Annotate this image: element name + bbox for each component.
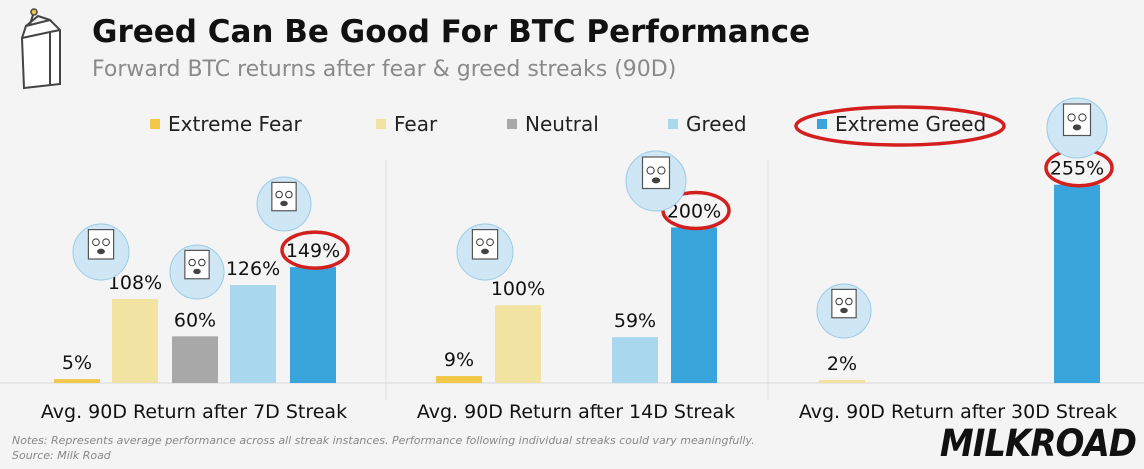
chart-notes: Notes: Represents average performance ac…	[12, 433, 755, 463]
mascot-mouth-icon	[1072, 124, 1082, 131]
legend-item-extreme-greed: Extreme Greed	[817, 112, 986, 136]
mascot-eye-icon	[486, 238, 494, 247]
x-axis-label: Avg. 90D Return after 7D Streak	[41, 401, 347, 423]
mascot-eye-icon	[1078, 113, 1087, 122]
mascot-mouth-icon	[651, 177, 661, 184]
bar	[112, 299, 158, 383]
bar-value-label: 200%	[667, 200, 721, 222]
legend-swatch-icon	[817, 119, 827, 129]
legend-label: Greed	[686, 112, 747, 136]
mascot-carton-icon	[641, 156, 671, 190]
bar-value-label: 126%	[226, 258, 280, 280]
notes-text: Notes: Represents average performance ac…	[12, 434, 755, 447]
bar-value-label: 60%	[174, 309, 216, 331]
mascot-eye-icon	[188, 258, 196, 267]
bar-value-label: 149%	[286, 240, 340, 262]
mascot-eye-icon	[1067, 113, 1076, 122]
bar-value-label: 5%	[62, 352, 92, 374]
mascot-mouth-icon	[280, 200, 288, 207]
bar	[495, 305, 541, 383]
legend-swatch-icon	[668, 119, 678, 129]
mascot-eye-icon	[646, 166, 655, 175]
bar-value-label: 59%	[614, 310, 656, 332]
bar-value-label: 2%	[827, 353, 857, 375]
bar	[230, 285, 276, 383]
legend-label: Neutral	[525, 112, 599, 136]
bar	[819, 380, 865, 383]
bar	[671, 227, 717, 383]
milk-carton-logo	[20, 8, 61, 90]
bar-value-label: 255%	[1050, 158, 1104, 180]
mascot-eye-icon	[92, 238, 100, 247]
legend-item-extreme-fear: Extreme Fear	[150, 112, 302, 136]
mascot-mouth-icon	[840, 307, 848, 314]
brand-logo: MILKROAD	[939, 422, 1137, 466]
legend-label: Extreme Greed	[835, 112, 987, 136]
mascot-carton-icon	[184, 249, 210, 280]
source-text: Source: Milk Road	[12, 449, 111, 462]
bar	[172, 336, 218, 383]
legend-item-greed: Greed	[668, 112, 747, 136]
mascot-eye-icon	[102, 238, 110, 247]
mascot-eye-icon	[275, 190, 283, 199]
legend-highlight-circle	[794, 105, 1006, 147]
bar	[436, 376, 482, 383]
bar-value-label: 100%	[491, 278, 545, 300]
chart-subtitle: Forward BTC returns after fear & greed s…	[92, 57, 677, 82]
mascot-eye-icon	[198, 258, 206, 267]
mascot-eye-icon	[285, 190, 293, 199]
legend-item-neutral: Neutral	[507, 112, 599, 136]
bar-value-label: 9%	[444, 349, 474, 371]
legend-swatch-icon	[507, 119, 517, 129]
mascot-carton-icon	[831, 288, 857, 319]
mascot-carton-icon	[471, 229, 499, 260]
legend-label: Fear	[394, 112, 438, 136]
mascot-carton-icon	[87, 229, 115, 260]
mascot-eye-icon	[835, 297, 843, 306]
mascot-mouth-icon	[481, 248, 489, 255]
x-axis-label: Avg. 90D Return after 14D Streak	[417, 401, 735, 423]
highlight-circle	[280, 230, 350, 270]
bar	[290, 267, 336, 383]
chart-title: Greed Can Be Good For BTC Performance	[92, 14, 811, 50]
legend-label: Extreme Fear	[168, 112, 302, 136]
mascot-carton-icon	[1062, 103, 1092, 137]
bar	[612, 337, 658, 383]
bar	[1054, 184, 1100, 383]
mascot-carton-icon	[271, 181, 297, 212]
legend-swatch-icon	[376, 119, 386, 129]
bar-value-label: 108%	[108, 272, 162, 294]
mascot-mouth-icon	[193, 268, 201, 275]
mascot-eye-icon	[476, 238, 484, 247]
x-axis-label: Avg. 90D Return after 30D Streak	[799, 401, 1117, 423]
legend-swatch-icon	[150, 119, 160, 129]
mascot-mouth-icon	[97, 248, 105, 255]
mascot-eye-icon	[845, 297, 853, 306]
legend: Extreme Fear Fear Neutral Greed Extreme …	[0, 112, 1144, 140]
mascot-eye-icon	[657, 166, 666, 175]
legend-item-fear: Fear	[376, 112, 437, 136]
bar	[54, 379, 100, 383]
